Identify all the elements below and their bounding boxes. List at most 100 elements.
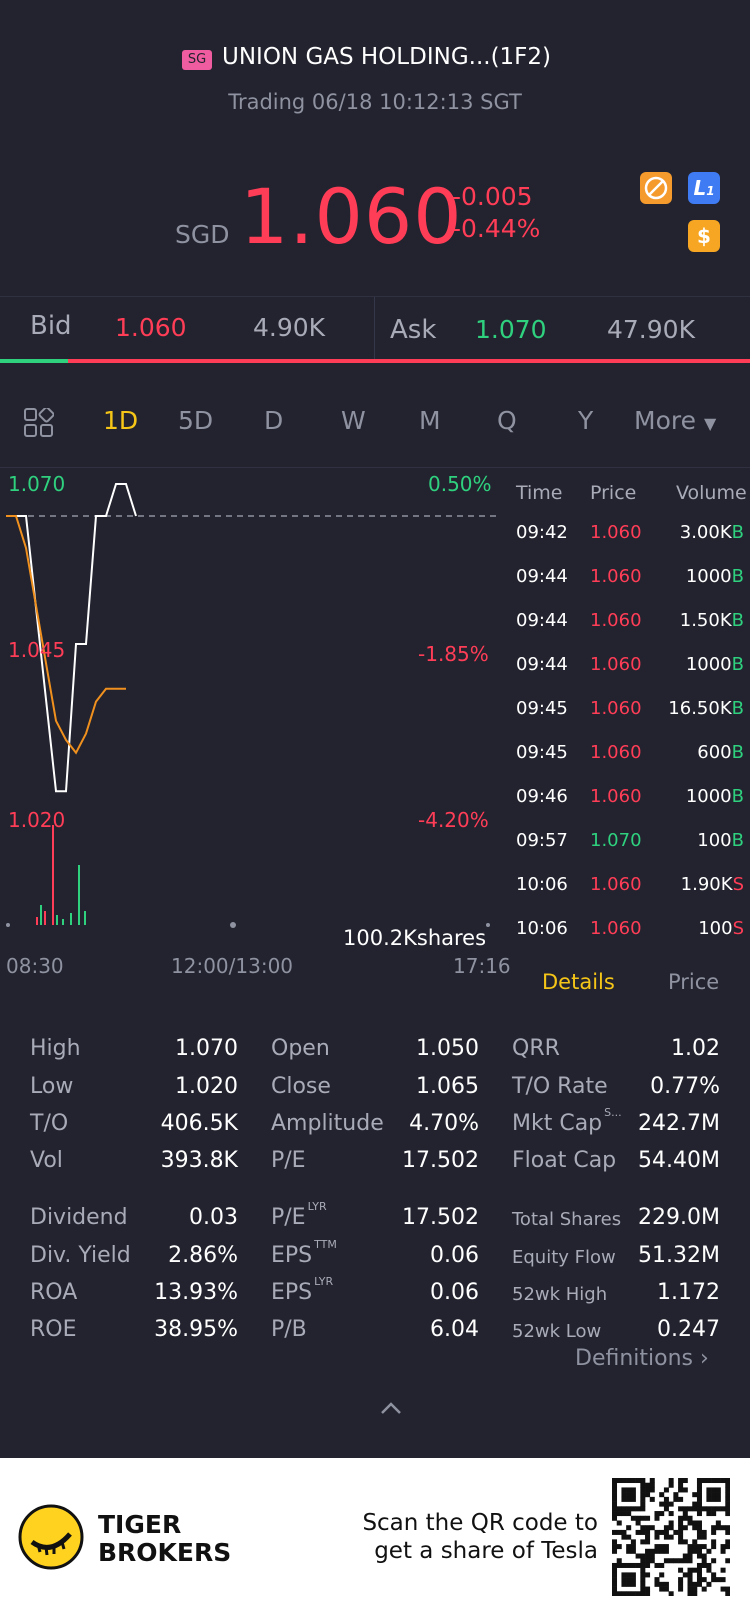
qr-module — [720, 1506, 726, 1512]
qr-module — [654, 1577, 660, 1583]
trade-price: 1.060 — [590, 522, 642, 543]
qr-module — [687, 1506, 693, 1512]
qr-module — [687, 1567, 693, 1573]
stat-value: 0.06 — [430, 1243, 479, 1268]
time-and-sales[interactable]: Time Price Volume 09:42 1.060 3.00KB 09:44 1… — [510, 470, 750, 960]
qr-module — [725, 1539, 730, 1545]
qr-module — [706, 1492, 712, 1498]
stat-value: 0.247 — [657, 1317, 720, 1342]
tab-m[interactable]: M — [419, 406, 441, 435]
tab-y[interactable]: Y — [578, 406, 594, 435]
volume-bar — [78, 865, 80, 925]
dollar-icon[interactable]: $ — [688, 220, 720, 252]
chart-svg[interactable] — [0, 470, 510, 980]
qr-module — [630, 1581, 636, 1587]
qr-module — [621, 1534, 627, 1540]
qr-module — [612, 1577, 618, 1583]
grid-menu-icon[interactable] — [24, 406, 55, 442]
qr-code[interactable] — [612, 1478, 730, 1596]
qr-module — [706, 1548, 712, 1554]
qr-module — [706, 1511, 712, 1517]
tab-w[interactable]: W — [341, 406, 366, 435]
trade-row: 09:46 1.060 1000B — [510, 786, 750, 826]
tab-1d[interactable]: 1D — [103, 406, 139, 435]
definitions-link[interactable]: Definitions › — [575, 1346, 709, 1371]
qr-module — [635, 1562, 641, 1568]
qr-module — [711, 1529, 717, 1535]
qr-module — [640, 1482, 646, 1488]
level1-icon[interactable]: L1 — [688, 172, 720, 204]
qr-module — [687, 1548, 693, 1554]
stat-value: 229.0M — [638, 1205, 720, 1230]
stat-value: 406.5K — [160, 1111, 238, 1136]
tab-details[interactable]: Details — [542, 970, 615, 994]
qr-module — [711, 1577, 717, 1583]
stat-label: EPS TTM — [271, 1238, 337, 1268]
qr-module — [720, 1544, 726, 1550]
qr-module — [612, 1482, 618, 1488]
qr-module — [711, 1572, 717, 1578]
tab-d[interactable]: D — [264, 406, 284, 435]
qr-module — [630, 1562, 636, 1568]
tab-price[interactable]: Price — [668, 970, 720, 994]
qr-module — [678, 1525, 684, 1531]
qr-module — [654, 1534, 660, 1540]
trade-side: S — [732, 918, 744, 939]
qr-module — [635, 1506, 641, 1512]
qr-module — [626, 1511, 632, 1517]
trade-volume: 100B — [697, 830, 744, 851]
trade-side: B — [731, 522, 744, 543]
qr-module — [706, 1567, 712, 1573]
qr-module — [682, 1572, 688, 1578]
intraday-chart[interactable]: 1.070 0.50% 1.045 -1.85% 1.020 -4.20% 10… — [0, 470, 511, 980]
stat-value: 1.172 — [657, 1280, 720, 1305]
trade-time: 09:44 — [516, 566, 568, 587]
qr-module — [725, 1487, 730, 1493]
qr-module — [687, 1586, 693, 1592]
bid-label: Bid — [30, 311, 72, 341]
qr-module — [663, 1525, 669, 1531]
qr-module — [725, 1478, 730, 1484]
caret-down-icon: ▼ — [703, 414, 717, 433]
trade-side: B — [731, 566, 744, 587]
stat-value: 1.065 — [416, 1074, 479, 1099]
stock-title[interactable]: UNION GAS HOLDING...(1F2) — [222, 44, 552, 70]
stat-value: 17.502 — [402, 1205, 479, 1230]
qr-module — [678, 1482, 684, 1488]
trade-volume-value: 100 — [698, 918, 733, 939]
qr-module — [626, 1548, 632, 1554]
qr-module — [715, 1492, 721, 1498]
qr-module — [663, 1548, 669, 1554]
qr-module — [626, 1544, 632, 1550]
brand-line2: BROKERS — [98, 1538, 232, 1567]
trade-volume-value: 1.90K — [680, 874, 733, 895]
trade-side: B — [731, 610, 744, 631]
trade-time: 09:57 — [516, 830, 568, 851]
qr-module — [711, 1544, 717, 1550]
qr-module — [687, 1515, 693, 1521]
qr-module — [668, 1591, 674, 1596]
stat-value: 4.70% — [409, 1111, 479, 1136]
tab-q[interactable]: Q — [497, 406, 517, 435]
chevron-up-icon[interactable] — [380, 1400, 402, 1419]
qr-module — [635, 1591, 641, 1596]
stat-label: Open — [271, 1036, 330, 1061]
no-short-icon[interactable] — [640, 172, 672, 204]
ask-ratio-bar — [67, 359, 750, 363]
qr-module — [612, 1562, 618, 1568]
trade-time: 10:06 — [516, 918, 568, 939]
market-badge: SG — [182, 50, 212, 70]
qr-module — [635, 1553, 641, 1559]
trade-volume: 1.90KS — [681, 874, 744, 895]
qr-module — [630, 1544, 636, 1550]
qr-module — [682, 1511, 688, 1517]
stat-label: Low — [30, 1074, 74, 1099]
qr-module — [616, 1511, 622, 1517]
qr-module — [701, 1577, 707, 1583]
qr-module — [649, 1558, 655, 1564]
qr-module — [706, 1562, 712, 1568]
tab-more[interactable]: More ▼ — [634, 406, 716, 435]
axis-dot-start — [6, 923, 10, 927]
tab-5d[interactable]: 5D — [178, 406, 214, 435]
qr-module — [696, 1520, 702, 1526]
